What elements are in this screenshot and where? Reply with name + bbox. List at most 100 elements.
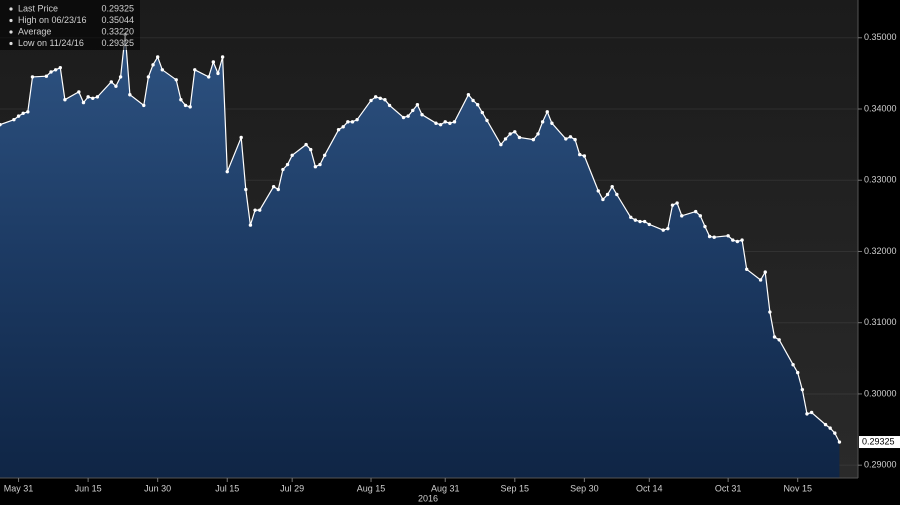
price-marker [438, 122, 443, 127]
price-marker [276, 187, 280, 192]
price-marker [693, 209, 698, 214]
price-marker [225, 169, 229, 174]
price-marker [378, 96, 383, 101]
price-marker [271, 184, 276, 189]
price-marker [146, 75, 151, 79]
legend-label: Last Price [18, 3, 58, 13]
price-marker [582, 154, 587, 158]
area-fill [0, 34, 840, 478]
price-marker [471, 98, 475, 103]
price-marker [239, 135, 243, 140]
price-marker [642, 219, 647, 224]
marks-layer [0, 32, 842, 444]
y-tick-label: 0.30000 [864, 388, 897, 398]
axes: 0.29000 0.30000 0.31000 0.32000 0.33000 0.340… [4, 32, 900, 493]
price-marker [503, 137, 508, 141]
price-marker [318, 162, 322, 167]
price-marker [666, 226, 670, 231]
price-marker [49, 70, 53, 74]
price-marker [244, 187, 248, 192]
price-marker [336, 127, 341, 132]
y-tick-label: 0.32000 [864, 246, 897, 256]
price-marker [758, 278, 763, 282]
price-marker [216, 71, 220, 76]
price-marker [531, 137, 536, 142]
price-marker [731, 238, 735, 242]
price-marker [777, 338, 781, 342]
price-marker [114, 84, 118, 88]
legend-symbol [9, 41, 13, 46]
price-marker [313, 164, 318, 169]
y-tick-label: 0.31000 [864, 317, 897, 327]
x-tick-label: Jun 30 [144, 483, 171, 493]
price-marker [596, 189, 600, 193]
price-marker [86, 95, 90, 99]
legend-symbol [9, 30, 13, 34]
y-tick-label: 0.29000 [864, 460, 897, 470]
price-marker [809, 410, 814, 415]
legend-symbol [9, 7, 13, 11]
price-marker [151, 63, 155, 67]
x-axis-background [0, 478, 900, 505]
price-marker [142, 103, 146, 108]
price-marker [805, 412, 809, 416]
price-marker [517, 135, 522, 140]
price-marker [346, 120, 350, 124]
price-marker [220, 55, 225, 59]
price-marker [91, 96, 95, 101]
price-marker [16, 114, 21, 118]
price-marker [77, 90, 81, 94]
price-marker [309, 147, 313, 152]
price-marker [383, 98, 387, 102]
legend-label: High on 06/23/16 [18, 15, 87, 25]
legend-symbol [9, 18, 13, 23]
price-marker [58, 65, 62, 70]
price-marker [420, 112, 424, 117]
price-marker [545, 110, 549, 114]
price-marker [183, 103, 188, 108]
price-marker [281, 167, 285, 172]
legend: Last Price 0.29325 High on 06/23/16 0.35044… [9, 3, 134, 48]
price-marker [30, 75, 35, 79]
price-marker [26, 110, 30, 114]
price-marker [406, 114, 410, 118]
price-marker [44, 74, 49, 78]
legend-value: 0.35044 [101, 15, 134, 25]
price-marker [466, 93, 471, 97]
price-marker [605, 192, 610, 197]
price-marker [248, 223, 253, 227]
price-marker [578, 152, 582, 157]
x-tick-label: Jul 29 [280, 483, 304, 493]
legend-value: 0.29325 [101, 38, 134, 48]
price-marker [448, 121, 452, 125]
price-marker [601, 197, 605, 202]
price-marker [564, 137, 568, 141]
price-marker [800, 387, 805, 392]
price-marker [633, 218, 638, 222]
price-marker [735, 239, 740, 244]
price-marker [823, 422, 828, 427]
x-tick-label: Jul 15 [215, 483, 239, 493]
last-price-tag [859, 436, 900, 449]
legend-box [0, 0, 140, 50]
legend-label: Low on 11/24/16 [18, 38, 84, 48]
price-marker [401, 115, 406, 120]
last-price-label: 0.29325 [862, 436, 895, 446]
price-marker [744, 267, 749, 271]
price-marker [573, 137, 577, 142]
price-marker [81, 100, 86, 105]
price-marker [369, 98, 373, 103]
price-marker [568, 135, 573, 139]
y-tick-label: 0.34000 [864, 103, 897, 113]
y-axis-background [858, 0, 900, 505]
price-marker [712, 235, 716, 239]
price-marker [341, 125, 345, 129]
x-tick-label: Oct 14 [636, 483, 663, 493]
price-marker [772, 335, 777, 339]
legend-value: 0.33220 [101, 26, 134, 36]
x-tick-label: Oct 31 [715, 483, 742, 493]
price-marker [109, 80, 114, 84]
price-marker [128, 93, 132, 97]
